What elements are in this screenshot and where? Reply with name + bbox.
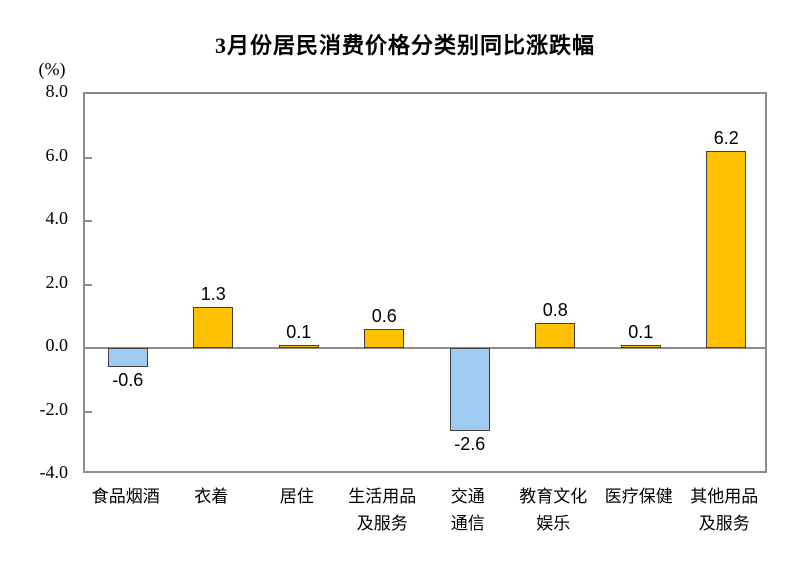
x-category-label-交通通信: 交通 通信 (450, 487, 485, 533)
bar-衣着 (193, 306, 234, 348)
chart-title: 3月份居民消费价格分类别同比涨跌幅 (214, 33, 595, 58)
y-tick-label-2.0: 2.0 (45, 271, 69, 292)
x-category-label-生活用品及服务: 生活用品 及服务 (348, 487, 417, 533)
bar-value-label-教育文化娱乐: 0.8 (542, 299, 568, 320)
x-category-label-医疗保健: 医疗保健 (604, 487, 673, 506)
bar-value-label-衣着: 1.3 (200, 283, 226, 304)
zero-axis-line (85, 347, 765, 349)
x-category-label-食品烟酒: 食品烟酒 (91, 487, 160, 506)
x-category-label-衣着: 衣着 (194, 487, 229, 506)
bar-食品烟酒 (107, 348, 148, 368)
y-axis-tick-mark (85, 220, 92, 222)
y-tick-label-8.0: 8.0 (45, 81, 69, 101)
bar-居住 (278, 344, 319, 348)
bar-value-label-食品烟酒: -0.6 (112, 370, 144, 391)
x-category-label-教育文化娱乐: 教育文化 娱乐 (519, 487, 588, 533)
bar-value-label-居住: 0.1 (286, 321, 312, 342)
y-axis-unit-label: (%) (38, 59, 66, 79)
y-axis-tick-mark (85, 410, 92, 413)
x-category-label-居住: 居住 (279, 487, 314, 506)
bar-交通通信 (449, 348, 490, 431)
bar-其他用品及服务 (706, 151, 747, 348)
bar-value-label-其他用品及服务: 6.2 (713, 128, 739, 149)
bar-生活用品及服务 (364, 328, 405, 348)
y-tick-label-6.0: 6.0 (45, 144, 69, 165)
x-category-label-其他用品及服务: 其他用品 及服务 (690, 487, 759, 533)
bar-value-label-交通通信: -2.6 (454, 433, 486, 454)
bar-value-label-医疗保健: 0.1 (628, 321, 654, 342)
bar-教育文化娱乐 (535, 322, 576, 348)
y-axis-tick-mark (85, 283, 92, 286)
y-tick-label--4.0: -4.0 (39, 462, 69, 482)
y-tick-label-4.0: 4.0 (45, 208, 69, 228)
plot-area: -0.6 1.3 0.1 0.6 -2.6 0.8 0.1 6.2 (83, 92, 767, 473)
y-tick-label--2.0: -2.0 (39, 398, 69, 419)
bar-value-label-生活用品及服务: 0.6 (371, 305, 397, 326)
y-tick-label-0.0: 0.0 (45, 335, 69, 355)
bar-医疗保健 (620, 344, 661, 348)
y-axis-tick-mark (85, 156, 92, 159)
